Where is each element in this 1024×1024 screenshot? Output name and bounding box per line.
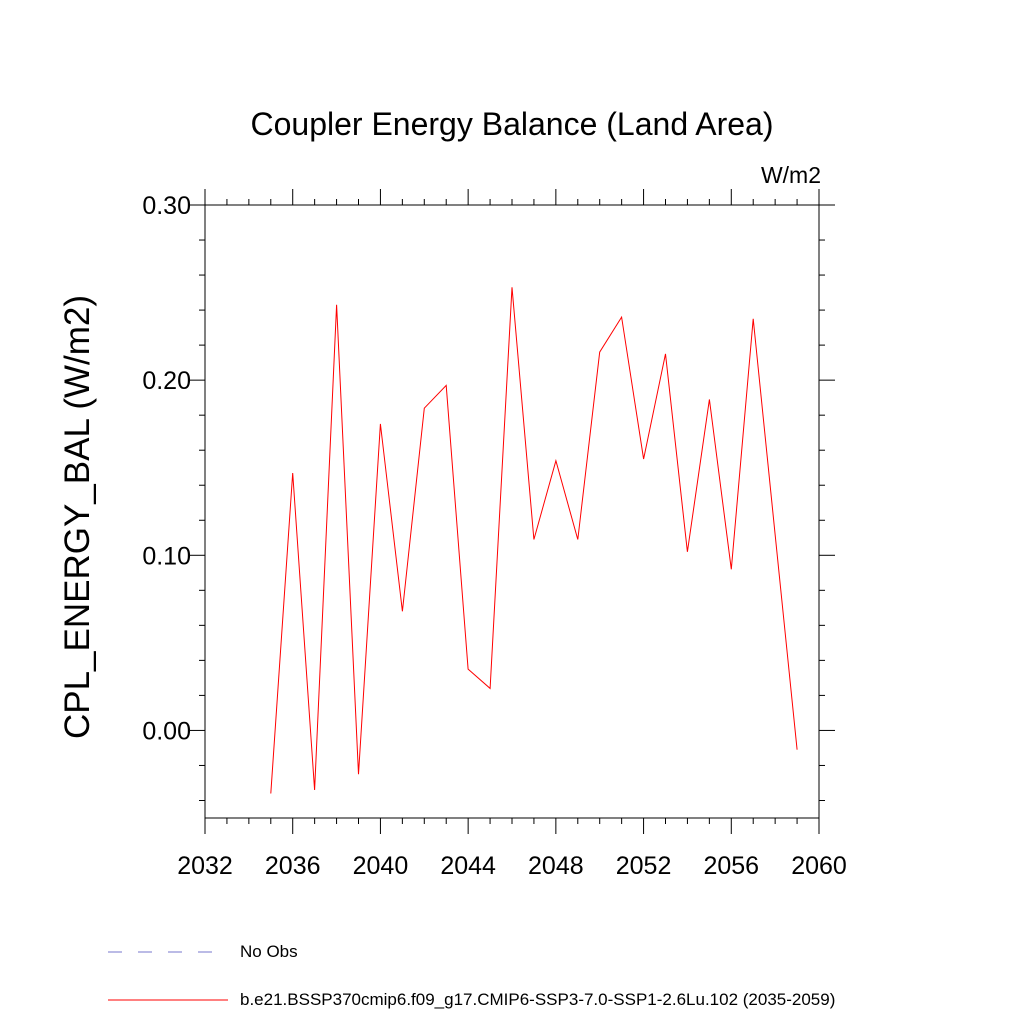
series-line [270,287,798,794]
x-tick-label: 2052 [616,852,672,880]
plot-frame [204,204,820,819]
x-tick-label: 2044 [440,852,496,880]
units-label: W/m2 [760,162,821,188]
chart-title: Coupler Energy Balance (Land Area) [250,106,774,142]
y-tick-label: 0.10 [142,542,191,570]
y-tick-label: 0.00 [142,717,191,745]
x-tick-label: 2048 [528,852,584,880]
x-tick-label: 2060 [791,852,847,880]
x-tick-label: 2036 [265,852,321,880]
x-tick-label: 2040 [353,852,409,880]
axis-ticks [189,189,835,834]
y-axis-label: CPL_ENERGY_BAL (W/m2) [58,294,97,740]
tick-labels: 2032 2036 2040 2044 2048 2052 2056 2060 0.30 0.20… [142,192,846,880]
x-tick-label: 2032 [177,852,233,880]
legend-label-no-obs: No Obs [240,942,298,961]
x-tick-label: 2056 [703,852,759,880]
y-tick-label: 0.20 [142,367,191,395]
y-tick-label: 0.30 [142,192,191,220]
legend-label-model: b.e21.BSSP370cmip6.f09_g17.CMIP6-SSP3-7.… [240,990,836,1009]
